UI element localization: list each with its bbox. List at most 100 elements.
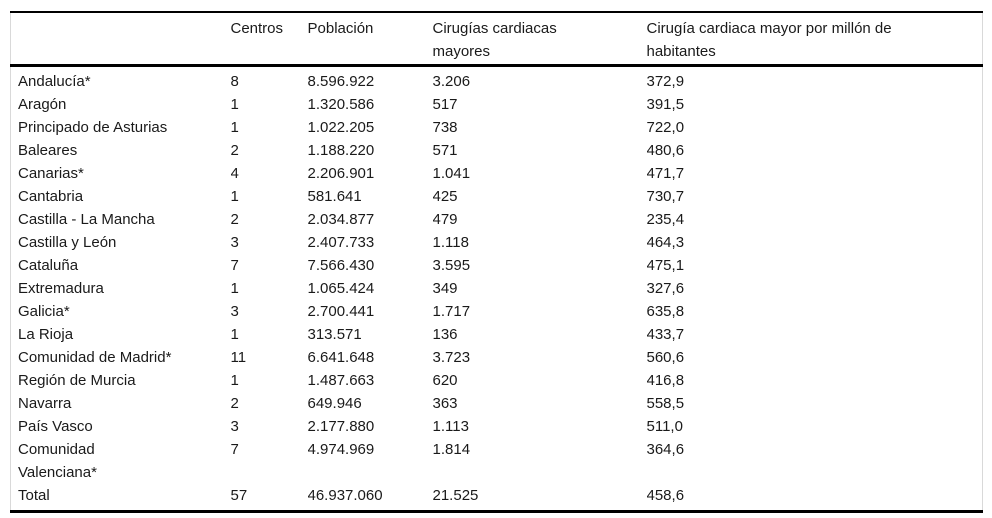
cirugias-cell: 1.814	[432, 441, 471, 458]
por_millon-cell: 558,5	[646, 395, 685, 412]
poblacion-cell: 2.206.901	[307, 165, 375, 182]
table-body: Andalucía* 8 8.596.922 3.206 372,9 Aragón 1 1.3…	[11, 66, 983, 512]
centros-cell: 3	[230, 303, 239, 320]
cirugias-cell: 3.595	[432, 257, 471, 274]
centros-cell: 1	[230, 188, 239, 205]
poblacion-cell: 46.937.060	[307, 487, 383, 504]
poblacion-cell: 1.022.205	[307, 119, 375, 136]
cirugias-cell: 349	[432, 280, 458, 297]
table-row: Aragón 1 1.320.586 517 391,5	[11, 93, 983, 116]
poblacion-cell: 8.596.922	[307, 73, 375, 90]
table-row: Cantabria 1 581.641 425 730,7	[11, 185, 983, 208]
poblacion-cell: 4.974.969	[307, 441, 375, 458]
table-row: País Vasco 3 2.177.880 1.113 511,0	[11, 415, 983, 438]
cirugias-cell: 3.206	[432, 73, 471, 90]
por_millon-cell: 391,5	[646, 96, 685, 113]
table-row: Baleares 2 1.188.220 571 480,6	[11, 139, 983, 162]
region-cell: Cantabria	[18, 188, 84, 205]
poblacion-cell: 1.320.586	[307, 96, 375, 113]
centros-cell: 2	[230, 211, 239, 228]
region-cell: La Rioja	[18, 326, 74, 343]
por_millon-cell: 327,6	[646, 280, 685, 297]
poblacion-cell: 2.177.880	[307, 418, 375, 435]
region-cell: Extremadura	[18, 280, 104, 297]
centros-cell: 1	[230, 326, 239, 343]
table-row: Galicia* 3 2.700.441 1.717 635,8	[11, 300, 983, 323]
por_millon-cell: 464,3	[646, 234, 685, 251]
poblacion-cell: 2.700.441	[307, 303, 375, 320]
por_millon-cell: 433,7	[646, 326, 685, 343]
region-cell: Región de Murcia	[18, 372, 136, 389]
centros-cell: 57	[230, 487, 248, 504]
poblacion-cell: 7.566.430	[307, 257, 375, 274]
poblacion-cell: 2.034.877	[307, 211, 375, 228]
cirugias-cell: 1.041	[432, 165, 471, 182]
por_millon-cell: 635,8	[646, 303, 685, 320]
table-row: Comunidad Valenciana* 7 4.974.969 1.814 364,…	[11, 438, 983, 484]
centros-cell: 2	[230, 395, 239, 412]
region-cell: Comunidad Valenciana*	[18, 441, 97, 481]
cirugias-cell: 1.113	[432, 418, 469, 435]
poblacion-cell: 2.407.733	[307, 234, 375, 251]
centros-cell: 11	[230, 349, 247, 366]
cirugias-cell: 3.723	[432, 349, 471, 366]
poblacion-cell: 313.571	[307, 326, 362, 343]
table-row: Región de Murcia 1 1.487.663 620 416,8	[11, 369, 983, 392]
table-row: Cataluña 7 7.566.430 3.595 475,1	[11, 254, 983, 277]
centros-cell: 7	[230, 257, 239, 274]
table-row: La Rioja 1 313.571 136 433,7	[11, 323, 983, 346]
table-row: Principado de Asturias 1 1.022.205 738 722,0	[11, 116, 983, 139]
centros-cell: 7	[230, 441, 239, 458]
cirugias-cell: 620	[432, 372, 458, 389]
header-poblacion: Población	[307, 12, 433, 67]
centros-cell: 4	[230, 165, 239, 182]
por_millon-cell: 471,7	[646, 165, 685, 182]
por_millon-cell: 372,9	[646, 73, 685, 90]
por_millon-cell: 364,6	[646, 441, 685, 458]
region-cell: Cataluña	[18, 257, 79, 274]
cirugias-cell: 136	[432, 326, 458, 343]
region-cell: País Vasco	[18, 418, 93, 435]
centros-cell: 1	[230, 372, 239, 389]
cirugias-cell: 479	[432, 211, 458, 228]
cirugias-cell: 1.717	[432, 303, 471, 320]
header-region	[10, 12, 231, 67]
total-row: Total 57 46.937.060 21.525 458,6	[11, 484, 983, 512]
header-centros: Centros	[230, 12, 308, 67]
region-cell: Castilla y León	[18, 234, 117, 251]
cirugias-cell: 21.525	[432, 487, 479, 504]
regional-cardiac-surgery-table: Centros Población Cirugías cardiacas may…	[10, 11, 983, 513]
centros-cell: 3	[230, 234, 239, 251]
centros-cell: 3	[230, 418, 239, 435]
por_millon-cell: 722,0	[646, 119, 685, 136]
poblacion-cell: 1.188.220	[307, 142, 375, 159]
table-row: Comunidad de Madrid* 11 6.641.648 3.723 560,…	[11, 346, 983, 369]
centros-cell: 1	[230, 119, 239, 136]
centros-cell: 8	[230, 73, 239, 90]
por_millon-cell: 480,6	[646, 142, 685, 159]
table-row: Canarias* 4 2.206.901 1.041 471,7	[11, 162, 983, 185]
por_millon-cell: 235,4	[646, 211, 685, 228]
poblacion-cell: 6.641.648	[307, 349, 375, 366]
centros-cell: 2	[230, 142, 239, 159]
por_millon-cell: 511,0	[646, 418, 683, 435]
poblacion-cell: 581.641	[307, 188, 362, 205]
centros-cell: 1	[230, 96, 239, 113]
cirugias-cell: 571	[432, 142, 458, 159]
poblacion-cell: 649.946	[307, 395, 362, 412]
header-cirugia-por-millon: Cirugía cardiaca mayor por millón de hab…	[646, 12, 983, 67]
cirugias-cell: 425	[432, 188, 458, 205]
cirugias-cell: 363	[432, 395, 458, 412]
regional-cardiac-surgery-table-wrap: Centros Población Cirugías cardiacas may…	[10, 11, 983, 513]
por_millon-cell: 458,6	[646, 487, 685, 504]
por_millon-cell: 730,7	[646, 188, 685, 205]
region-cell: Castilla - La Mancha	[18, 211, 155, 228]
por_millon-cell: 475,1	[646, 257, 685, 274]
table-row: Navarra 2 649.946 363 558,5	[11, 392, 983, 415]
table-row: Castilla y León 3 2.407.733 1.118 464,3	[11, 231, 983, 254]
region-cell: Comunidad de Madrid*	[18, 349, 172, 366]
region-cell: Andalucía*	[18, 73, 91, 90]
table-header: Centros Población Cirugías cardiacas may…	[10, 12, 983, 67]
region-cell: Baleares	[18, 142, 78, 159]
header-row: Centros Población Cirugías cardiacas may…	[10, 12, 983, 67]
